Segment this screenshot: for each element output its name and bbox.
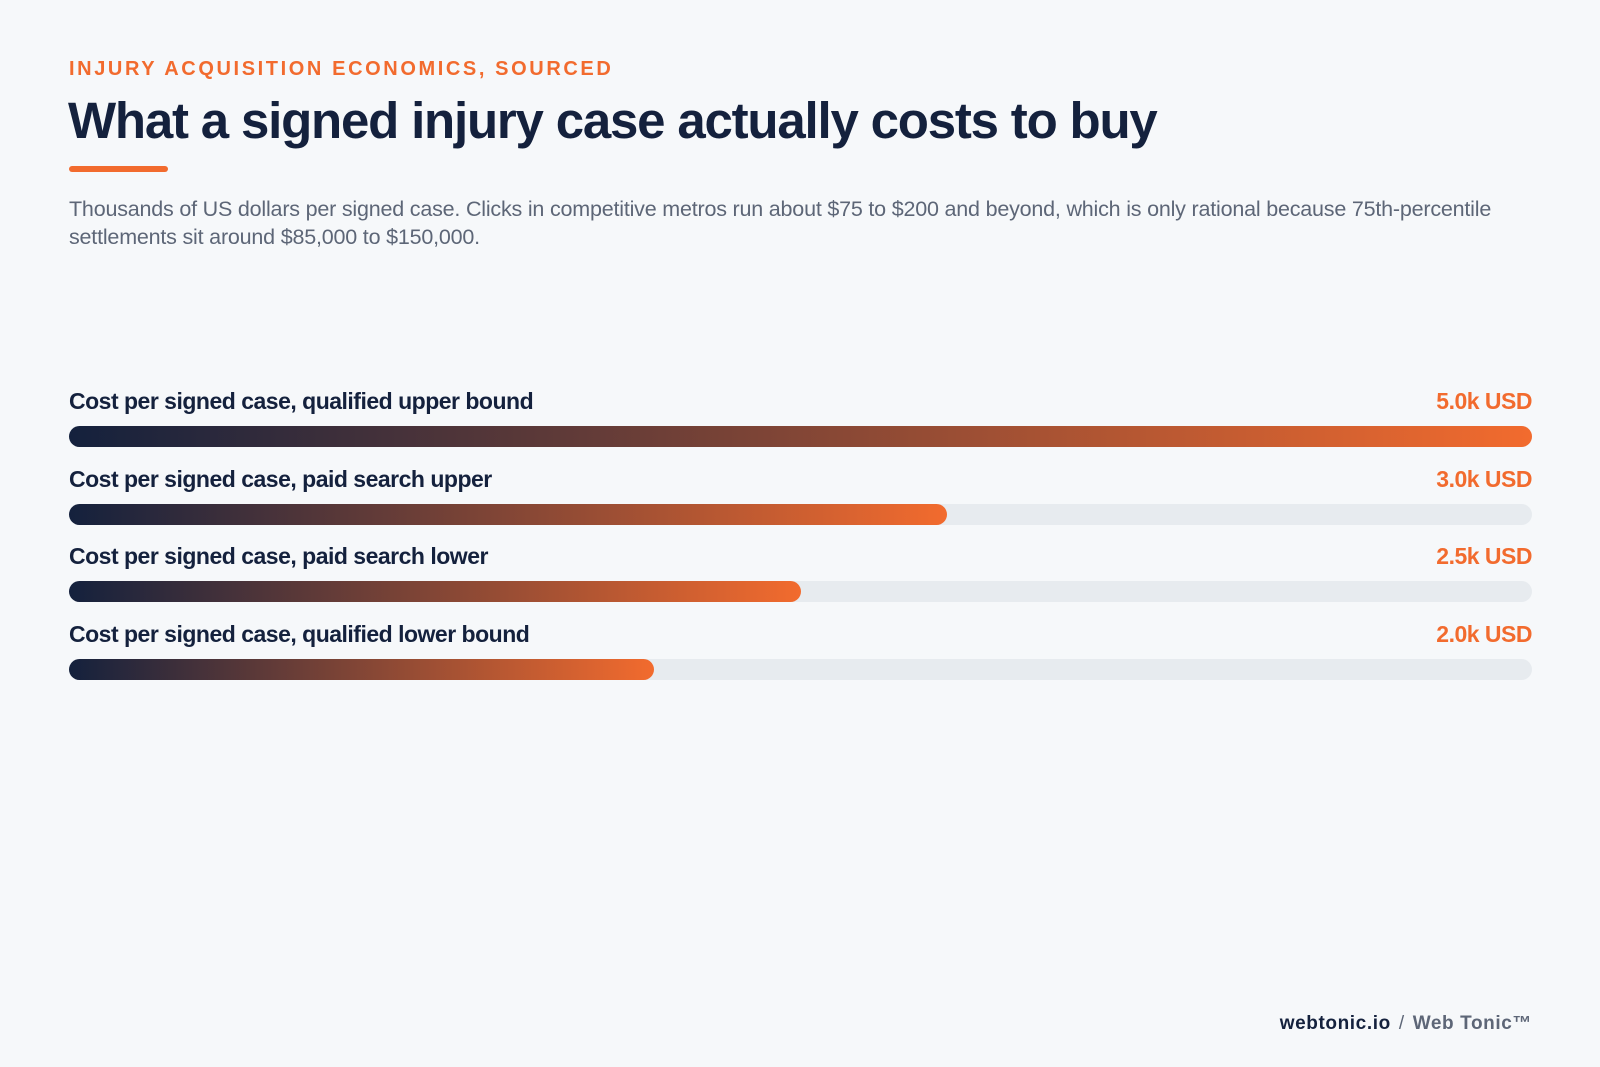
title-accent-rule bbox=[69, 166, 168, 172]
page-title: What a signed injury case actually costs… bbox=[68, 92, 1158, 149]
bar-fill bbox=[69, 426, 1532, 447]
bar-track bbox=[69, 426, 1532, 447]
bar-row: Cost per signed case, qualified upper bo… bbox=[69, 388, 1532, 466]
footer-brand: Web Tonic™ bbox=[1412, 1013, 1532, 1034]
bar-category-label: Cost per signed case, qualified upper bo… bbox=[69, 388, 534, 414]
footer-separator: / bbox=[1398, 1013, 1405, 1034]
bar-value-label: 3.0k USD bbox=[1436, 465, 1532, 492]
bar-row-header: Cost per signed case, paid search upper 3… bbox=[69, 466, 1532, 502]
bar-category-label: Cost per signed case, paid search upper bbox=[69, 465, 492, 492]
footer-credit: webtonic.io / Web Tonic™ bbox=[1280, 1013, 1532, 1035]
bar-value-label: 5.0k USD bbox=[1436, 388, 1532, 414]
bar-category-label: Cost per signed case, qualified lower bo… bbox=[69, 620, 530, 647]
bar-fill bbox=[69, 658, 655, 680]
bar-row: Cost per signed case, qualified lower bo… bbox=[69, 621, 1532, 699]
bar-value-label: 2.0k USD bbox=[1436, 620, 1532, 647]
bar-row: Cost per signed case, paid search lower 2… bbox=[69, 543, 1532, 621]
bar-row-header: Cost per signed case, qualified lower bo… bbox=[69, 621, 1532, 657]
bar-track bbox=[69, 503, 1532, 525]
bar-row-header: Cost per signed case, paid search lower 2… bbox=[69, 543, 1532, 579]
bar-category-label: Cost per signed case, paid search lower bbox=[69, 543, 488, 569]
chart-subtitle: Thousands of US dollars per signed case.… bbox=[69, 197, 1492, 249]
footer-domain: webtonic.io bbox=[1279, 1013, 1391, 1034]
bar-row-header: Cost per signed case, qualified upper bo… bbox=[69, 388, 1532, 424]
bar-fill bbox=[69, 503, 947, 525]
bar-value-label: 2.5k USD bbox=[1436, 543, 1532, 569]
bar-fill bbox=[69, 581, 801, 602]
bar-row: Cost per signed case, paid search upper 3… bbox=[69, 466, 1532, 544]
bar-chart: Cost per signed case, qualified upper bo… bbox=[69, 388, 1532, 698]
bar-track bbox=[69, 581, 1532, 602]
bar-track bbox=[69, 658, 1532, 680]
eyebrow-label: INJURY ACQUISITION ECONOMICS, SOURCED bbox=[69, 58, 614, 80]
